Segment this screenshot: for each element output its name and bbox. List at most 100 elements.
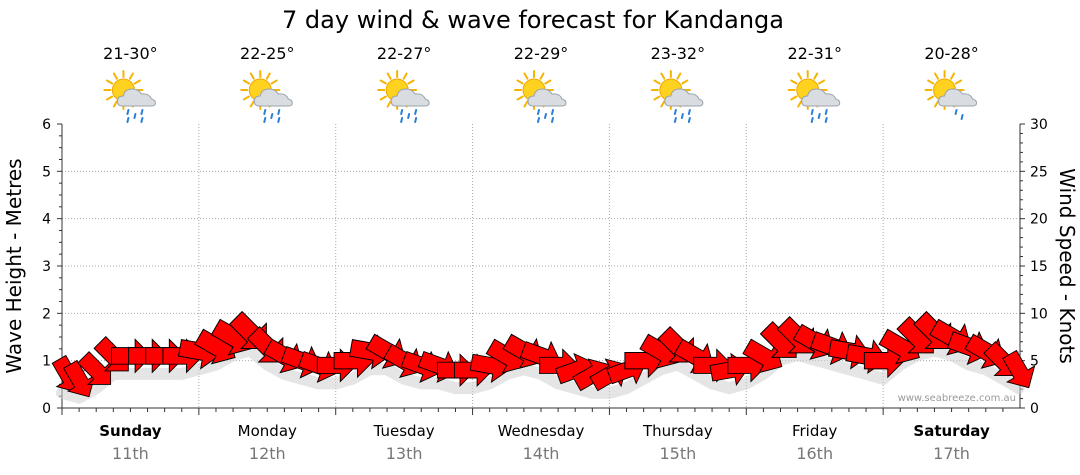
- raindrop-icon: [544, 113, 547, 119]
- weather-icon-partly-cloudy-showers: [377, 70, 430, 123]
- left-tick-label: 3: [42, 259, 51, 275]
- raindrop-icon: [537, 109, 540, 115]
- raindrop-icon: [133, 113, 137, 119]
- sun-ray: [523, 72, 529, 80]
- sun-ray: [954, 79, 963, 85]
- daily-temperatures: 21-30° 22-25° 22-27° 22-29° 23-32° 22-31° 20-2…: [103, 44, 979, 63]
- day-date-label: 12th: [249, 444, 286, 463]
- sun-ray: [386, 72, 392, 80]
- day-temperature-range: 22-27°: [377, 44, 432, 63]
- day-name-label: Wednesday: [498, 422, 585, 440]
- raindrop-icon: [551, 109, 554, 115]
- left-tick-label: 1: [42, 354, 51, 370]
- sun-ray: [676, 72, 682, 80]
- weather-icon-partly-cloudy-showers: [514, 70, 567, 123]
- day-date-label: 13th: [386, 444, 423, 463]
- raindrop-icon: [810, 117, 814, 123]
- day-date-label: 15th: [659, 444, 696, 463]
- sun-ray: [249, 100, 255, 108]
- cloud-icon: [116, 88, 156, 107]
- sun-ray: [105, 79, 114, 85]
- raindrop-icon: [824, 117, 828, 123]
- sun-ray: [516, 95, 524, 101]
- day-temperature-range: 22-31°: [787, 44, 842, 63]
- day-temperature-range: 22-29°: [514, 44, 569, 63]
- raindrop-icon: [960, 114, 964, 120]
- weather-icon-partly-cloudy-showers: [650, 70, 704, 123]
- raindrop-icon: [277, 117, 281, 123]
- sun-ray: [128, 72, 134, 80]
- weather-icon-partly-cloudy-light-rain: [924, 70, 978, 120]
- raindrop-icon: [673, 117, 677, 123]
- right-tick-label: 30: [1030, 117, 1048, 133]
- right-y-ticks: 0 5 10 15 20 25 30: [1020, 117, 1048, 417]
- day-name-label: Thursday: [642, 422, 713, 440]
- daily-weather-icons: [103, 70, 978, 123]
- sun-ray: [790, 79, 798, 85]
- sun-ray: [660, 100, 666, 108]
- sun-ray: [112, 72, 118, 80]
- sun-ray: [790, 95, 798, 101]
- right-tick-label: 20: [1030, 212, 1048, 228]
- right-tick-label: 25: [1030, 164, 1048, 180]
- day-name-label: Saturday: [913, 422, 990, 440]
- raindrop-icon: [263, 117, 267, 123]
- sun-ray: [653, 95, 661, 101]
- right-tick-label: 5: [1030, 354, 1039, 370]
- sun-ray: [797, 100, 803, 108]
- raindrop-icon: [680, 113, 684, 119]
- sun-ray: [523, 100, 529, 108]
- sun-ray: [133, 79, 141, 85]
- right-tick-label: 10: [1030, 306, 1048, 322]
- cloud-icon: [664, 88, 704, 107]
- sun-ray: [681, 79, 689, 85]
- left-tick-label: 6: [42, 117, 51, 133]
- day-temperature-range: 23-32°: [651, 44, 706, 63]
- raindrop-icon: [687, 117, 691, 123]
- sun-ray: [813, 72, 819, 80]
- raindrop-icon: [824, 109, 828, 115]
- raindrop-icon: [954, 109, 958, 115]
- sun-ray: [797, 72, 803, 80]
- sun-ray: [934, 100, 940, 108]
- raindrop-icon: [263, 109, 267, 115]
- weather-icon-partly-cloudy-showers: [787, 70, 841, 123]
- raindrop-icon: [400, 109, 404, 115]
- wind-arrow: [1002, 349, 1036, 389]
- raindrop-icon: [687, 109, 691, 115]
- day-name-label: Monday: [238, 422, 297, 440]
- raindrop-icon: [810, 109, 814, 115]
- sun-ray: [402, 72, 408, 80]
- wind-arrow: [63, 359, 96, 398]
- cloud-icon: [390, 88, 430, 107]
- raindrop-icon: [551, 117, 554, 123]
- sun-ray: [927, 95, 935, 101]
- sun-ray: [544, 79, 552, 85]
- right-axis-label: Wind Speed - Knots: [1055, 168, 1079, 364]
- day-name-label: Sunday: [99, 422, 162, 440]
- left-tick-label: 2: [42, 306, 51, 322]
- sun-ray: [265, 72, 271, 80]
- raindrop-icon: [414, 109, 418, 115]
- sun-ray: [242, 95, 251, 101]
- sun-ray: [660, 72, 666, 80]
- sun-ray: [407, 79, 415, 85]
- raindrop-icon: [140, 109, 144, 115]
- day-name-label: Friday: [792, 422, 838, 440]
- raindrop-icon: [277, 109, 281, 115]
- left-tick-label: 5: [42, 164, 51, 180]
- cloud-icon: [253, 88, 293, 107]
- wind-arrow: [742, 338, 783, 374]
- chart-title: 7 day wind & wave forecast for Kandanga: [282, 6, 784, 34]
- day-date-label: 14th: [523, 444, 560, 463]
- sun-ray: [105, 95, 114, 101]
- sun-ray: [379, 79, 387, 85]
- sun-ray: [927, 79, 935, 85]
- day-date-label: 11th: [112, 444, 149, 463]
- cloud-icon: [527, 88, 567, 107]
- left-tick-label: 0: [42, 401, 51, 417]
- day-temperature-range: 20-28°: [924, 44, 979, 63]
- weather-icon-partly-cloudy-showers: [240, 70, 293, 123]
- sun-ray: [386, 100, 392, 108]
